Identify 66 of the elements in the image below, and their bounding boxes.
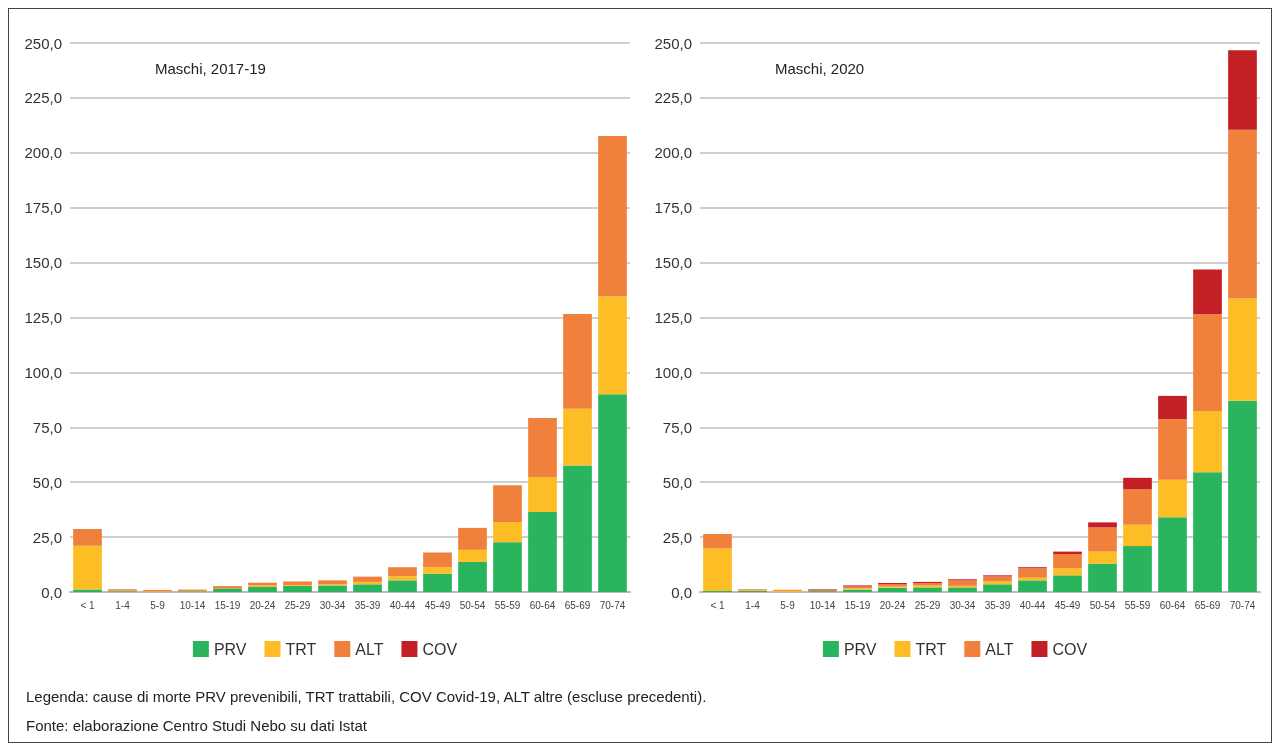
y-tick-label: 250,0 (654, 34, 692, 52)
x-tick-label: 1-4 (745, 599, 761, 611)
y-tick-label: 225,0 (654, 89, 692, 107)
x-tick-label: 70-74 (599, 599, 626, 611)
y-tick-label: 75,0 (662, 418, 692, 436)
y-tick-label: 100,0 (24, 363, 62, 381)
x-tick-label: < 1 (80, 599, 96, 611)
x-tick-label: 25-29 (914, 599, 941, 611)
legend-label: PRV (213, 640, 247, 658)
x-tick-label: 30-34 (319, 599, 346, 611)
text: Maschi, 2017-19 (155, 60, 266, 77)
text: Maschi, 2020 (775, 60, 865, 77)
x-tick-label: 35-39 (354, 599, 381, 611)
x-tick-label: < 1 (710, 599, 726, 611)
x-tick-label: 40-44 (389, 599, 416, 611)
y-tick-label: 25,0 (662, 528, 692, 546)
x-tick-label: 10-14 (809, 599, 836, 611)
x-tick-label: 40-44 (1019, 599, 1046, 611)
y-tick-label: 0,0 (671, 583, 692, 601)
y-tick-label: 0,0 (41, 583, 62, 601)
x-tick-label: 50-54 (459, 599, 486, 611)
legend-label: COV (1052, 640, 1088, 658)
legend-label: COV (422, 640, 458, 658)
legend-label: PRV (843, 640, 877, 658)
x-tick-label: 5-9 (150, 599, 166, 611)
x-tick-label: 20-24 (249, 599, 276, 611)
x-tick-label: 65-69 (1194, 599, 1221, 611)
y-tick-label: 125,0 (24, 309, 62, 326)
x-tick-label: 65-69 (564, 599, 591, 611)
x-tick-label: 35-39 (984, 599, 1011, 611)
x-tick-label: 10-14 (179, 599, 206, 611)
x-tick-label: 15-19 (214, 599, 241, 611)
legend-label: TRT (915, 640, 947, 658)
y-tick-label: 25,0 (32, 528, 62, 546)
x-tick-label: 5-9 (780, 599, 796, 611)
x-tick-label: 30-34 (949, 599, 976, 611)
legend-label: ALT (985, 640, 1014, 658)
x-tick-label: 60-64 (1159, 599, 1186, 611)
x-tick-label: 50-54 (1089, 599, 1116, 611)
y-tick-label: 200,0 (654, 144, 692, 162)
y-tick-label: 50,0 (662, 473, 692, 491)
legend-label: ALT (355, 640, 384, 658)
x-tick-label: 45-49 (424, 599, 451, 611)
y-tick-label: 125,0 (654, 309, 692, 326)
x-tick-label: 45-49 (1054, 599, 1081, 611)
text: Legenda: cause di morte PRV prevenibili, TRT trattabili, COV Covid-19, ALT altre (escluse precedenti). (26, 688, 707, 705)
x-tick-label: 60-64 (529, 599, 556, 611)
y-tick-label: 50,0 (32, 473, 62, 491)
y-tick-label: 175,0 (654, 199, 692, 217)
y-tick-label: 100,0 (654, 363, 692, 381)
y-tick-label: 250,0 (24, 34, 62, 52)
y-tick-label: 75,0 (32, 418, 62, 436)
x-tick-label: 70-74 (1229, 599, 1256, 611)
source-note: Fonte: elaborazione Centro Studi Nebo su dati Istat (26, 717, 369, 734)
legend-label: TRT (285, 640, 317, 658)
x-tick-label: 1-4 (115, 599, 131, 611)
x-tick-label: 55-59 (494, 599, 521, 611)
x-tick-label: 25-29 (284, 599, 311, 611)
y-tick-label: 200,0 (24, 144, 62, 162)
x-tick-label: 15-19 (844, 599, 871, 611)
x-tick-label: 55-59 (1124, 599, 1151, 611)
y-tick-label: 150,0 (654, 254, 692, 272)
y-tick-label: 175,0 (24, 199, 62, 217)
y-tick-label: 225,0 (24, 89, 62, 107)
x-tick-label: 20-24 (879, 599, 906, 611)
y-tick-label: 150,0 (24, 254, 62, 272)
